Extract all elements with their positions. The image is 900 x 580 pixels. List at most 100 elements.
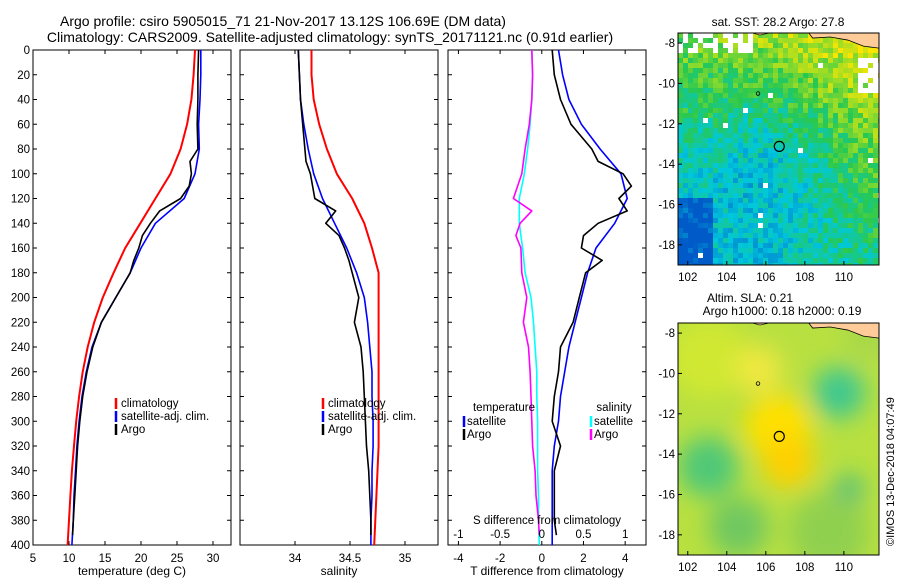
sst-map-field [678, 33, 879, 265]
sst-cell [728, 248, 734, 254]
sst-cell [798, 148, 804, 154]
sst-cell [873, 223, 879, 229]
sst-cell [703, 218, 709, 224]
sst-cell [743, 248, 749, 254]
sst-cell [683, 228, 689, 234]
sst-cell [873, 193, 879, 199]
sst-cell [723, 93, 729, 99]
sst-cell [723, 133, 729, 139]
sla-blob [788, 491, 869, 555]
sst-cell [828, 248, 834, 254]
sst-cell [728, 113, 734, 119]
sst-cell [728, 208, 734, 214]
sst-cell [813, 168, 819, 174]
sst-cell [803, 103, 809, 109]
sst-cell [688, 48, 694, 54]
diff-legend-salinity-title: salinity [596, 402, 631, 414]
sst-cell [873, 228, 879, 234]
sst-cell [803, 73, 809, 79]
sst-cell [758, 173, 764, 179]
sst-cell [803, 253, 809, 259]
sst-cell [773, 93, 779, 99]
sst-cell [813, 198, 819, 204]
sst-cell [738, 198, 744, 204]
sst-cell [798, 208, 804, 214]
sla-map-title-line2: Argo h1000: 0.18 h2000: 0.19 [703, 304, 862, 318]
y-tick-label: 160 [11, 243, 30, 255]
sst-cell [828, 208, 834, 214]
sst-cell [853, 148, 859, 154]
sst-cell [803, 48, 809, 54]
sst-cell [778, 58, 784, 64]
sst-cell [693, 78, 699, 84]
sst-cell [793, 178, 799, 184]
sst-cell [718, 103, 724, 109]
sst-cell [793, 113, 799, 119]
sst-cell [693, 178, 699, 184]
sst-cell [843, 68, 849, 74]
sst-cell [713, 93, 719, 99]
sst-cell [698, 178, 704, 184]
sst-cell [683, 203, 689, 209]
sst-cell [813, 178, 819, 184]
temperature-x-tick-label: 15 [99, 553, 112, 565]
sst-cell [833, 208, 839, 214]
sst-cell [683, 98, 689, 104]
sst-cell [858, 143, 864, 149]
sst-cell [738, 248, 744, 254]
sst-cell [688, 63, 694, 69]
sst-cell [773, 243, 779, 249]
sst-cell [698, 83, 704, 89]
salinity-x-tick-label: 34.5 [339, 553, 361, 565]
sst-cell [773, 173, 779, 179]
sst-cell [678, 258, 684, 264]
sst-cell [733, 223, 739, 229]
sst-cell [748, 263, 754, 265]
salinity-series-argo [297, 50, 372, 536]
sst-cell [873, 53, 879, 59]
sst-cell [768, 263, 774, 265]
sst-cell [873, 183, 879, 189]
sst-cell [838, 218, 844, 224]
sst-cell [813, 43, 819, 49]
sst-cell [823, 43, 829, 49]
sst-cell [758, 63, 764, 69]
sst-cell [798, 58, 804, 64]
sst-cell [728, 103, 734, 109]
sst-cell [873, 233, 879, 239]
sst-cell [823, 213, 829, 219]
sst-cell [798, 183, 804, 189]
sst-cell [813, 143, 819, 149]
sst-cell [678, 163, 684, 169]
sst-cell [803, 158, 809, 164]
sst-cell [723, 138, 729, 144]
island-marker [755, 381, 761, 386]
sst-cell [738, 33, 744, 39]
sst-cell [743, 238, 749, 244]
sst-cell [833, 193, 839, 199]
sst-cell [873, 88, 879, 94]
sst-cell [808, 178, 814, 184]
sst-cell [773, 233, 779, 239]
difference-frame [447, 49, 647, 546]
sst-cell [833, 48, 839, 54]
sst-cell [818, 108, 824, 114]
sst-cell [753, 178, 759, 184]
sst-cell [728, 213, 734, 219]
sst-cell [853, 233, 859, 239]
sst-cell [683, 33, 689, 39]
sst-cell [853, 168, 859, 174]
sst-cell [773, 218, 779, 224]
sst-cell [808, 243, 814, 249]
sst-cell [853, 218, 859, 224]
sst-cell [783, 58, 789, 64]
sst-cell [753, 33, 759, 39]
sst-cell [753, 233, 759, 239]
sst-cell [713, 53, 719, 59]
sst-cell [683, 103, 689, 109]
sst-cell [813, 228, 819, 234]
sst-cell [703, 93, 709, 99]
sst-cell [738, 143, 744, 149]
sst-cell [823, 58, 829, 64]
sst-cell [858, 98, 864, 104]
